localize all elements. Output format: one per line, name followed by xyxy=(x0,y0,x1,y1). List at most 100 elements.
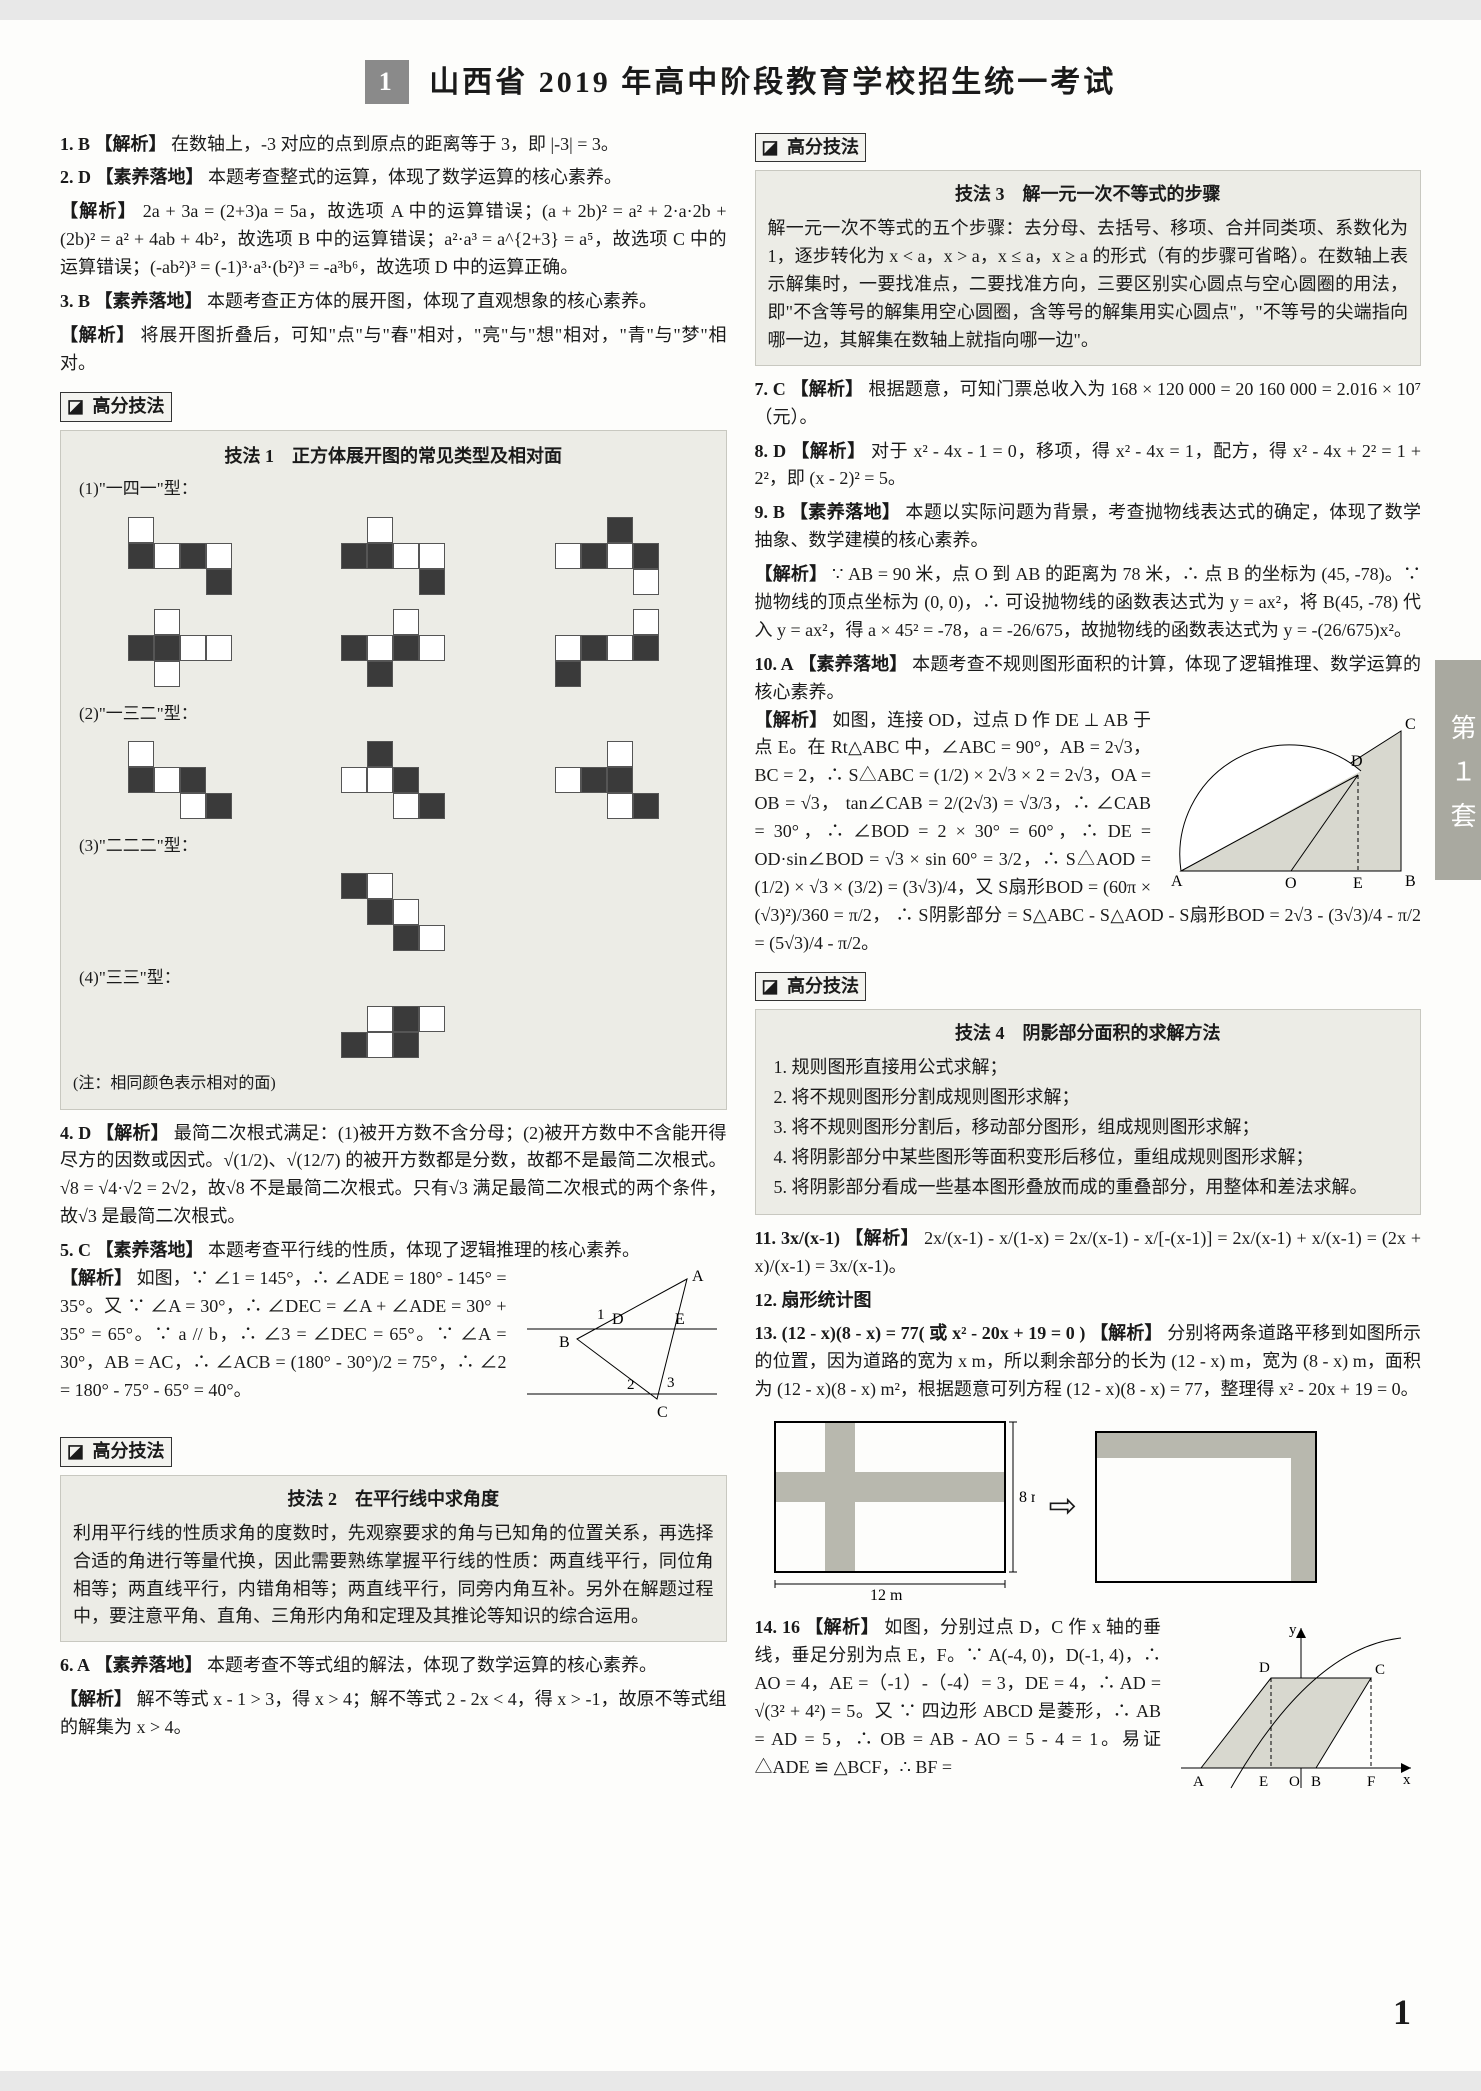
net xyxy=(341,873,445,951)
q12-num: 12. xyxy=(755,1290,778,1310)
nets-33-row xyxy=(73,1006,714,1058)
q13-num: 13. xyxy=(755,1323,778,1343)
svg-text:1: 1 xyxy=(597,1307,605,1323)
tech2-body: 利用平行线的性质求角的度数时，先观察要求的角与已知角的位置关系，再选择合适的角进… xyxy=(73,1520,714,1632)
svg-text:F: F xyxy=(1367,1774,1375,1790)
q13-figure-b xyxy=(1091,1427,1321,1587)
q1-text: 在数轴上，-3 对应的点到原点的距离等于 3，即 |-3| = 3。 xyxy=(171,134,619,154)
svg-text:B: B xyxy=(1311,1774,1321,1790)
nets-141-label: (1)"一四一"型： xyxy=(79,476,714,502)
svg-text:D: D xyxy=(612,1311,624,1328)
dim-w: 12 m xyxy=(870,1587,903,1602)
q7: 7. C 【解析】 根据题意，可知门票总收入为 168 × 120 000 = … xyxy=(755,376,1422,432)
tech2-box: 技法 2 在平行线中求角度 利用平行线的性质求角的度数时，先观察要求的角与已知角… xyxy=(60,1475,727,1642)
q3: 3. B 【素养落地】 本题考查正方体的展开图，体现了直观想象的核心素养。 xyxy=(60,288,727,316)
q6-analysis: 【解析】 解不等式 x - 1 > 3，得 x > 4；解不等式 2 - 2x … xyxy=(60,1686,727,1742)
tech2-title: 技法 2 在平行线中求角度 xyxy=(73,1486,714,1514)
q12-ans: 扇形统计图 xyxy=(782,1290,872,1310)
svg-text:B: B xyxy=(559,1334,570,1351)
q2: 2. D 【素养落地】 本题考查整式的运算，体现了数学运算的核心素养。 xyxy=(60,164,727,192)
svg-text:A: A xyxy=(692,1269,704,1285)
svg-text:D: D xyxy=(1351,753,1363,770)
q14-num: 14. 16 xyxy=(755,1617,801,1637)
tech-label-4-text: 高分技法 xyxy=(787,976,859,996)
q13-ans: (12 - x)(8 - x) = 77( 或 x² - 20x + 19 = … xyxy=(782,1323,1086,1343)
tech3-title: 技法 3 解一元一次不等式的步骤 xyxy=(768,181,1409,209)
net xyxy=(341,609,445,687)
q5-text1: 本题考查平行线的性质，体现了逻辑推理的核心素养。 xyxy=(208,1240,640,1260)
svg-text:O: O xyxy=(1289,1774,1300,1790)
svg-text:B: B xyxy=(1405,873,1416,890)
q9-tag1: 【素养落地】 xyxy=(790,502,901,522)
tech4-item: 将不规则图形分割后，移动部分图形，组成规则图形求解； xyxy=(792,1114,1409,1142)
tech4-item: 将阴影部分中某些图形等面积变形后移位，重组成规则图形求解； xyxy=(792,1144,1409,1172)
q5-tag1: 【素养落地】 xyxy=(96,1240,204,1260)
tech-label-1-text: 高分技法 xyxy=(93,396,165,416)
net xyxy=(555,609,659,687)
svg-text:O: O xyxy=(1285,875,1297,891)
q12: 12. 扇形统计图 xyxy=(755,1287,1422,1315)
q3-analysis: 【解析】 将展开图折叠后，可知"点"与"春"相对，"亮"与"想"相对，"青"与"… xyxy=(60,322,727,378)
svg-text:C: C xyxy=(657,1404,668,1419)
cube-nets-box: 技法 1 正方体展开图的常见类型及相对面 (1)"一四一"型： xyxy=(60,430,727,1110)
side-tab: 第１套 xyxy=(1435,660,1481,880)
q8: 8. D 【解析】 对于 x² - 4x - 1 = 0，移项，得 x² - 4… xyxy=(755,438,1422,494)
svg-text:C: C xyxy=(1375,1662,1385,1678)
q9-text2: ∵ AB = 90 米，点 O 到 AB 的距离为 78 米，∴ 点 B 的坐标… xyxy=(755,564,1422,640)
page-title: 1 山西省 2019 年高中阶段教育学校招生统一考试 xyxy=(60,60,1421,107)
svg-text:x: x xyxy=(1403,1772,1411,1788)
tech4-item: 规则图形直接用公式求解； xyxy=(792,1054,1409,1082)
nets-title: 技法 1 正方体展开图的常见类型及相对面 xyxy=(73,443,714,471)
q4: 4. D 【解析】 最简二次根式满足：(1)被开方数不含分母；(2)被开方数中不… xyxy=(60,1120,727,1232)
q6-tag2: 【解析】 xyxy=(60,1689,132,1709)
tech-label-4: ◪ 高分技法 xyxy=(755,972,867,1002)
q1: 1. B 【解析】 在数轴上，-3 对应的点到原点的距离等于 3，即 |-3| … xyxy=(60,131,727,159)
q10-tag1: 【素养落地】 xyxy=(798,654,907,674)
q14-tag: 【解析】 xyxy=(805,1617,879,1637)
nets-141-row1 xyxy=(73,517,714,595)
q11-num: 11. xyxy=(755,1228,777,1248)
q4-tag: 【解析】 xyxy=(96,1123,169,1143)
q9-analysis: 【解析】 ∵ AB = 90 米，点 O 到 AB 的距离为 78 米，∴ 点 … xyxy=(755,561,1422,645)
svg-text:A: A xyxy=(1171,873,1183,890)
tech4-item: 将阴影部分看成一些基本图形叠放而成的重叠部分，用整体和差法求解。 xyxy=(792,1174,1409,1202)
q11-tag: 【解析】 xyxy=(845,1228,919,1248)
svg-text:2: 2 xyxy=(627,1377,635,1393)
nets-222-label: (3)"二二二"型： xyxy=(79,833,714,859)
q6-tag1: 【素养落地】 xyxy=(95,1655,203,1675)
q2-analysis: 【解析】 2a + 3a = (2+3)a = 5a，故选项 A 中的运算错误；… xyxy=(60,198,727,282)
tech4-box: 技法 4 阴影部分面积的求解方法 规则图形直接用公式求解； 将不规则图形分割成规… xyxy=(755,1009,1422,1214)
q2-tag2: 【解析】 xyxy=(60,201,137,221)
tech4-list: 规则图形直接用公式求解； 将不规则图形分割成规则图形求解； 将不规则图形分割后，… xyxy=(768,1054,1409,1201)
q6: 6. A 【素养落地】 本题考查不等式组的解法，体现了数学运算的核心素养。 xyxy=(60,1652,727,1680)
q11-ans: 3x/(x-1) xyxy=(781,1228,840,1248)
q2-tag1: 【素养落地】 xyxy=(96,167,204,187)
q10-num: 10. A xyxy=(755,654,794,674)
net xyxy=(128,741,232,819)
nets-132-label: (2)"一三二"型： xyxy=(79,701,714,727)
q5: 5. C 【素养落地】 本题考查平行线的性质，体现了逻辑推理的核心素养。 A B… xyxy=(60,1237,727,1423)
svg-text:C: C xyxy=(1405,716,1416,733)
tech-label-3: ◪ 高分技法 xyxy=(755,133,867,163)
q6-text1: 本题考查不等式组的解法，体现了数学运算的核心素养。 xyxy=(207,1655,657,1675)
q3-text2: 将展开图折叠后，可知"点"与"春"相对，"亮"与"想"相对，"青"与"梦"相对。 xyxy=(60,325,727,373)
q3-num: 3. B xyxy=(60,291,90,311)
right-column: ◪ 高分技法 技法 3 解一元一次不等式的步骤 解一元一次不等式的五个步骤：去分… xyxy=(755,125,1422,1819)
nets-141-row2 xyxy=(73,609,714,687)
net xyxy=(555,517,659,595)
q3-text1: 本题考查正方体的展开图，体现了直观想象的核心素养。 xyxy=(207,291,657,311)
q2-text2: 2a + 3a = (2+3)a = 5a，故选项 A 中的运算错误；(a + … xyxy=(60,201,727,277)
nets-note: (注：相同颜色表示相对的面) xyxy=(73,1072,714,1097)
net xyxy=(128,609,232,687)
q9-tag2: 【解析】 xyxy=(755,564,828,584)
title-text: 山西省 2019 年高中阶段教育学校招生统一考试 xyxy=(429,66,1116,99)
tech-label-1: ◪ 高分技法 xyxy=(60,392,172,422)
tech3-box: 技法 3 解一元一次不等式的步骤 解一元一次不等式的五个步骤：去分母、去括号、移… xyxy=(755,170,1422,365)
q13: 13. (12 - x)(8 - x) = 77( 或 x² - 20x + 1… xyxy=(755,1320,1422,1404)
q9-num: 9. B xyxy=(755,502,785,522)
q11: 11. 3x/(x-1) 【解析】 2x/(x-1) - x/(1-x) = 2… xyxy=(755,1225,1422,1281)
svg-text:y: y xyxy=(1289,1622,1297,1638)
net xyxy=(341,741,445,819)
q6-num: 6. A xyxy=(60,1655,90,1675)
q13-tag: 【解析】 xyxy=(1090,1323,1163,1343)
